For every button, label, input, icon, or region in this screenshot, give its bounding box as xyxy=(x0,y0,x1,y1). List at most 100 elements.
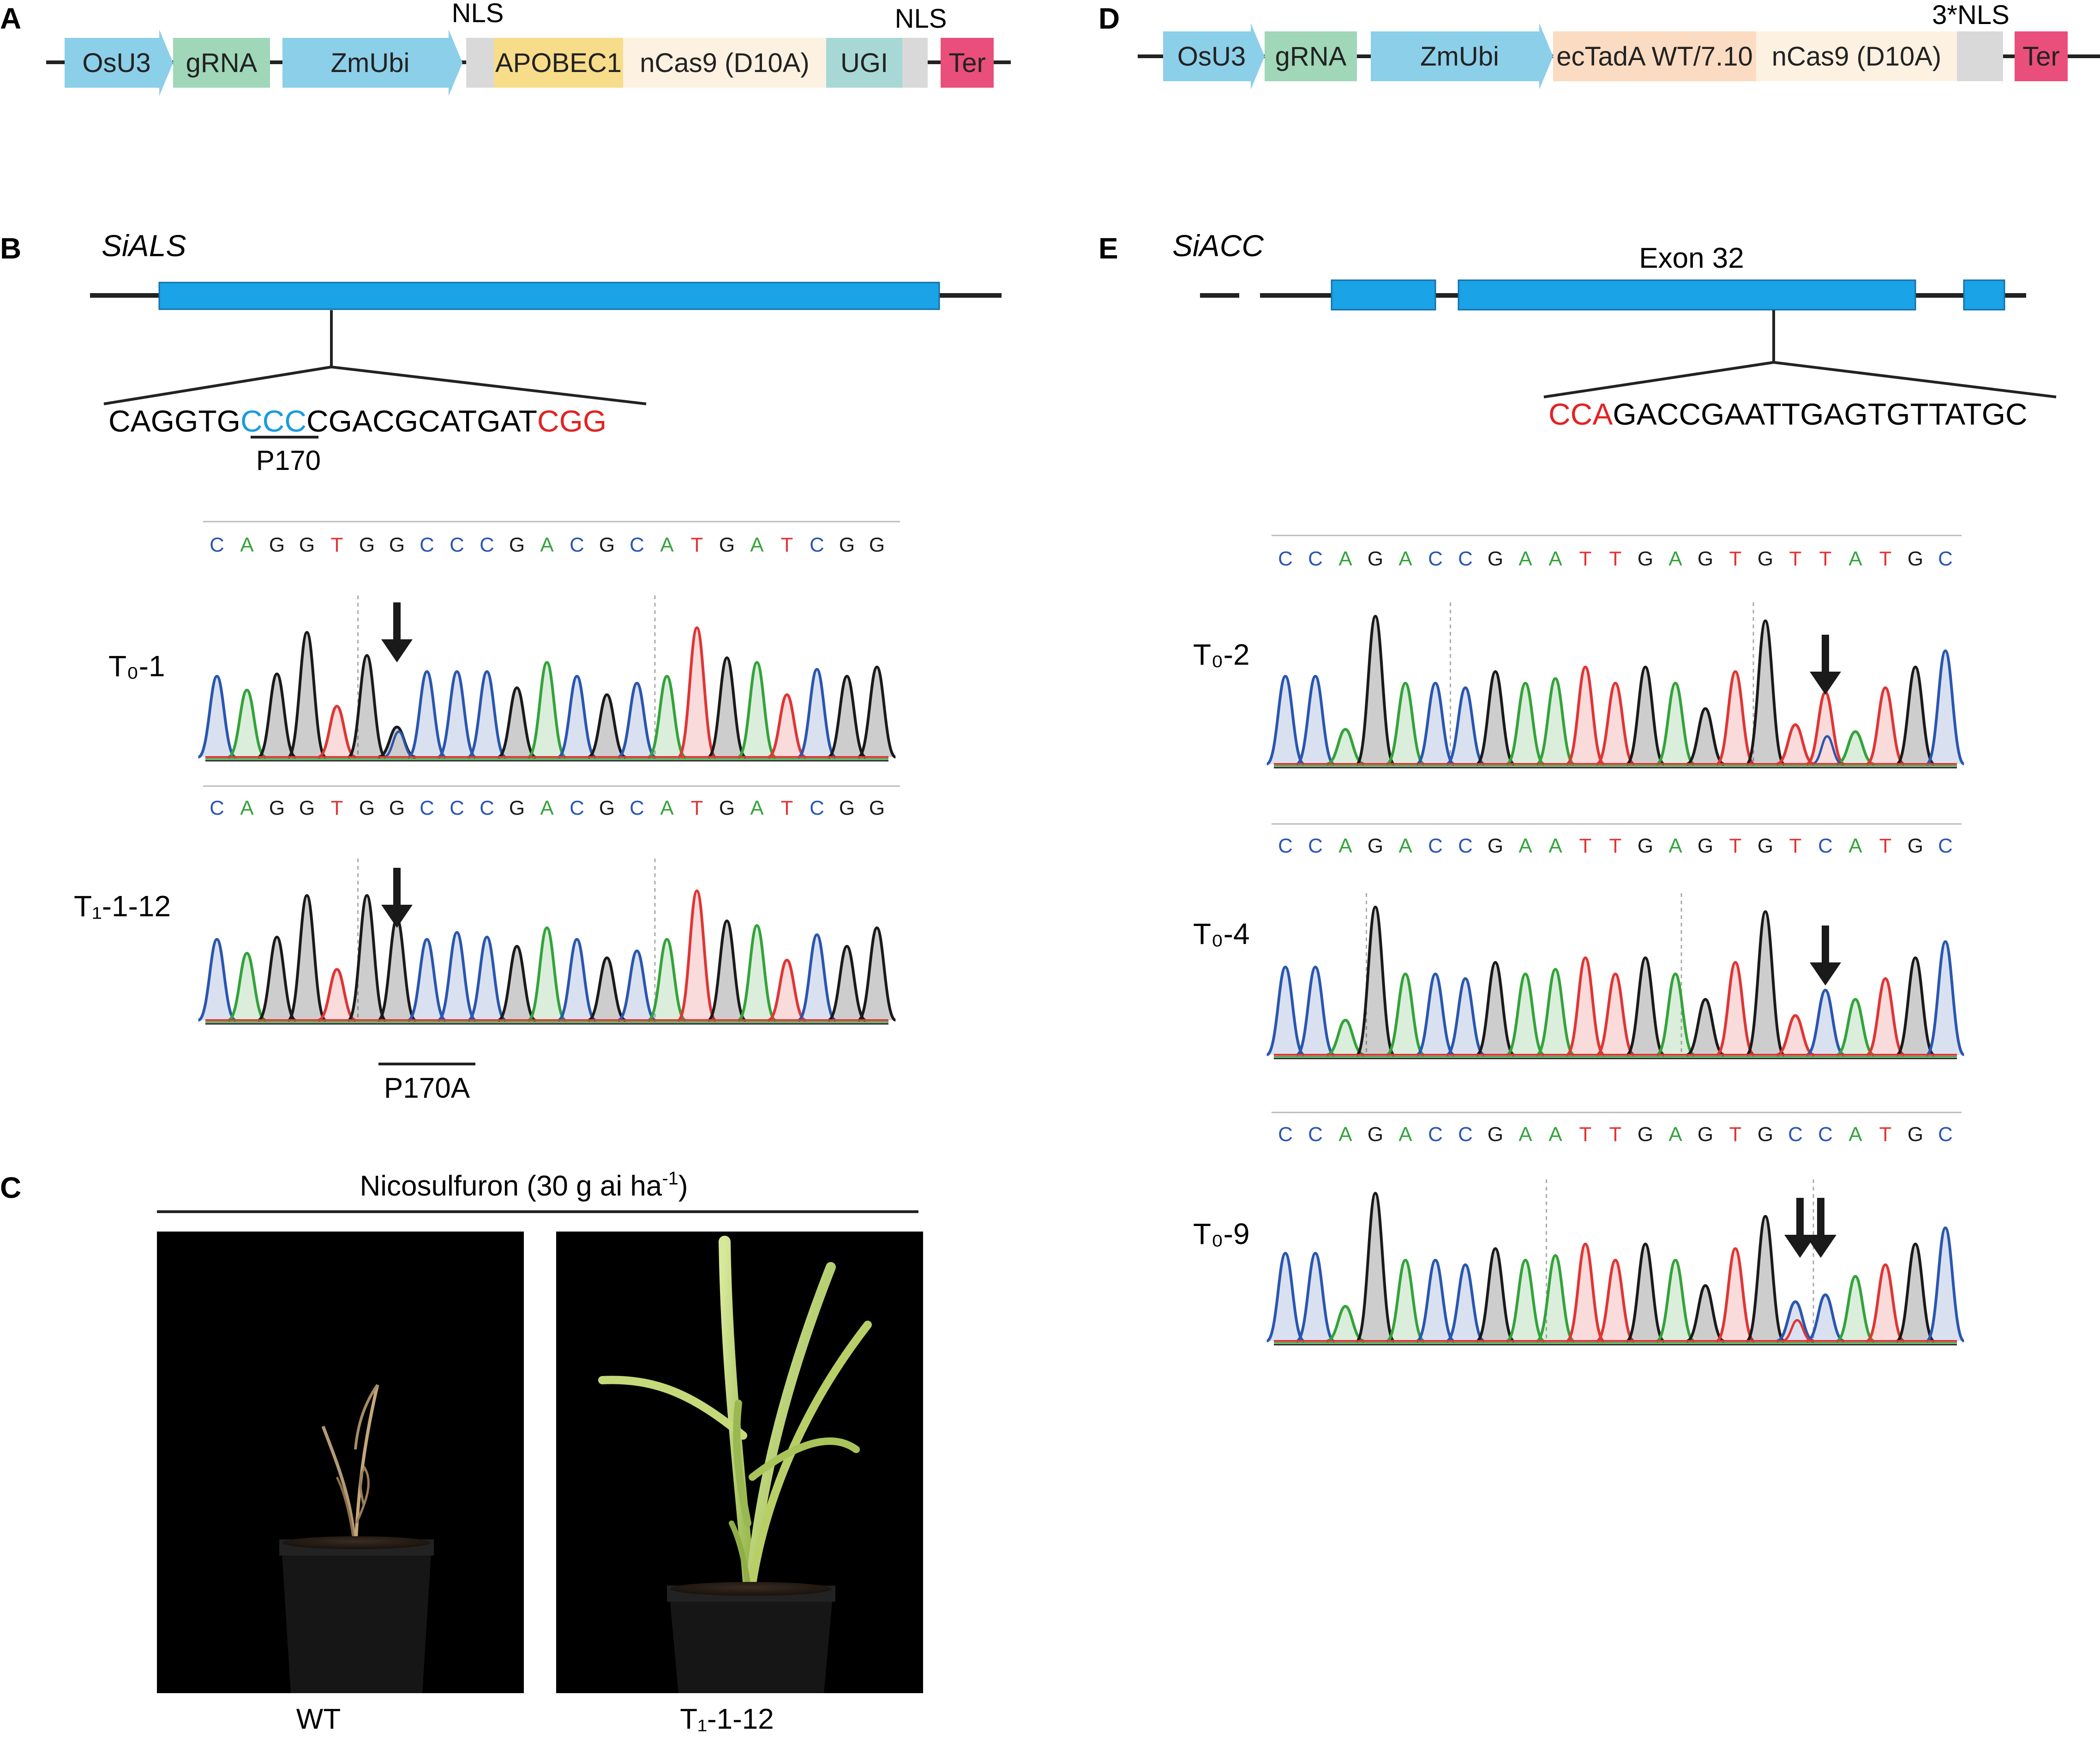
trace-b1-peak-3 xyxy=(288,631,326,758)
trace-b2-peak-fill-3 xyxy=(288,896,326,1020)
trace-b1-peak-18 xyxy=(738,661,776,758)
trace-b2-peak-17 xyxy=(708,919,746,1022)
trace-e3-peak-fill-10 xyxy=(1566,1244,1604,1341)
trace-e2-peak-10 xyxy=(1566,956,1605,1056)
trace-e2-base-11: T xyxy=(1609,835,1622,857)
trace-e1-base-3: G xyxy=(1368,547,1383,570)
trace-e1-base-13: A xyxy=(1668,547,1682,570)
trace-b1-peak-fill-10 xyxy=(498,688,536,757)
trace-e2-peak-0 xyxy=(1266,965,1305,1056)
trace-b1-peak-fill-0 xyxy=(198,676,236,757)
panel-a-part-1: gRNA xyxy=(173,38,270,88)
trace-e2-peak-fill-12 xyxy=(1626,958,1664,1055)
trace-e1-peak-13 xyxy=(1656,681,1695,765)
trace-b2-peak-5 xyxy=(348,894,386,1022)
trace-e2-base-21: G xyxy=(1908,835,1923,857)
trace-e1-base-18: T xyxy=(1819,547,1832,570)
panel-a-nls-left: NLS xyxy=(452,0,504,28)
trace-b1-peak-20 xyxy=(798,667,836,758)
trace-b2-peak-20 xyxy=(798,933,836,1022)
trace-e3-chromatogram xyxy=(1266,1179,1965,1346)
trace-e3-peak-fill-0 xyxy=(1266,1253,1304,1341)
trace-b2-chromatogram xyxy=(198,859,896,1025)
trace-e3-base-14: G xyxy=(1698,1123,1713,1146)
trace-b2-base-7: C xyxy=(420,797,434,819)
trace-e3-base-20: T xyxy=(1879,1123,1892,1146)
trace-e1-peak-15 xyxy=(1716,670,1755,765)
panel-a-nls-right: NLS xyxy=(895,4,947,34)
trace-b1-peak-fill-20 xyxy=(798,669,836,757)
trace-e3-base-18: C xyxy=(1818,1123,1833,1146)
trace-e1-peak-11 xyxy=(1596,681,1635,765)
trace-e3-peak-16 xyxy=(1746,1214,1785,1342)
panel-e-gene-name: SiACC xyxy=(1172,228,1264,263)
trace-e2-base-22: C xyxy=(1938,835,1953,857)
trace-b1-peak-fill-18 xyxy=(738,662,776,757)
trace-e1-peak-4 xyxy=(1386,681,1425,765)
trace-b2-base-17: G xyxy=(719,797,735,819)
trace-b2-peak-fill-9 xyxy=(468,937,506,1020)
trace-b1-peak-17 xyxy=(708,656,746,758)
trace-b1-peak-fill-1 xyxy=(228,690,266,757)
trace-e1-peak-fill-10 xyxy=(1566,667,1604,764)
trace-e2-base-13: A xyxy=(1668,835,1682,857)
trace-e2-base-2: A xyxy=(1338,835,1352,857)
trace-e2-peak-12 xyxy=(1626,956,1665,1056)
trace-e2-base-0: C xyxy=(1278,835,1293,857)
trace-e1-peak-6 xyxy=(1446,686,1485,765)
trace-e2-base-16: G xyxy=(1758,835,1773,857)
trace-b1-peak-fill-17 xyxy=(708,658,746,757)
trace-e1-peak-fill-13 xyxy=(1656,683,1694,764)
panel-d-part-6: Ter xyxy=(2015,31,2068,81)
trace-e1-peak-fill-14 xyxy=(1686,709,1724,764)
trace-e2-base-10: T xyxy=(1579,835,1592,857)
trace-e1-peak-17 xyxy=(1776,723,1815,765)
trace-e3-peak-19 xyxy=(1836,1274,1875,1342)
trace-b1-base-18: A xyxy=(750,534,764,556)
trace-e3-peak-fill-1 xyxy=(1296,1253,1334,1341)
panel-a-part-5: nCas9 (D10A) xyxy=(623,38,826,88)
trace-e3-peak-fill-14 xyxy=(1686,1286,1724,1341)
trace-b2-label: T₁-1-12 xyxy=(74,890,171,923)
trace-e2-peak-fill-10 xyxy=(1566,958,1604,1055)
trace-b2-base-20: C xyxy=(810,797,824,819)
trace-b2-base-15: A xyxy=(660,797,674,819)
trace-b2-peak-18 xyxy=(738,924,776,1022)
trace-b1-peak-fill-11 xyxy=(528,662,566,757)
trace-e1-peak-fill-6 xyxy=(1446,688,1484,764)
trace-b1-base-8: C xyxy=(450,534,464,556)
trace-b1-peak-22 xyxy=(858,665,896,758)
siALS-exon xyxy=(158,282,940,310)
trace-b2-base-16: T xyxy=(691,797,703,819)
trace-b1-chromatogram xyxy=(198,595,896,762)
trace-e1-peak-2 xyxy=(1326,727,1365,765)
siACC-zoom-left xyxy=(1543,361,1774,398)
trace-b1-peak-4 xyxy=(318,704,356,758)
trace-e3-base-4: A xyxy=(1398,1123,1412,1146)
trace-b2-peak-fill-10 xyxy=(498,946,536,1020)
trace-e1-peak-fill-5 xyxy=(1416,683,1454,764)
trace-e2-peak-13 xyxy=(1656,972,1695,1056)
trace-e2-peak-18 xyxy=(1806,988,1845,1056)
trace-e1-base-11: T xyxy=(1609,547,1622,570)
trace-b1-peak-19 xyxy=(768,693,806,758)
trace-e2-peak-fill-7 xyxy=(1476,962,1514,1055)
trace-b1-base-15: A xyxy=(660,534,674,556)
trace-b1-base-10: G xyxy=(509,534,525,556)
wt-label: WT xyxy=(296,1703,341,1735)
trace-b1-base-2: G xyxy=(269,534,285,556)
trace-e1-peak-fill-0 xyxy=(1266,676,1304,764)
panel-b-gene-name: SiALS xyxy=(102,228,186,263)
trace-e3-peak-21 xyxy=(1896,1242,1935,1342)
trace-b1-base-4: T xyxy=(331,534,343,556)
trace-e1-peak-fill-21 xyxy=(1896,667,1934,764)
trace-b1-base-3: G xyxy=(299,534,315,556)
trace-e3-peak-fill-2 xyxy=(1326,1306,1364,1341)
trace-e2-peak-fill-17 xyxy=(1776,1016,1814,1055)
trace-e1-peak-fill-8 xyxy=(1506,683,1544,764)
trace-e1-peak-10 xyxy=(1566,665,1605,765)
trace-e3-base-0: C xyxy=(1278,1123,1293,1146)
